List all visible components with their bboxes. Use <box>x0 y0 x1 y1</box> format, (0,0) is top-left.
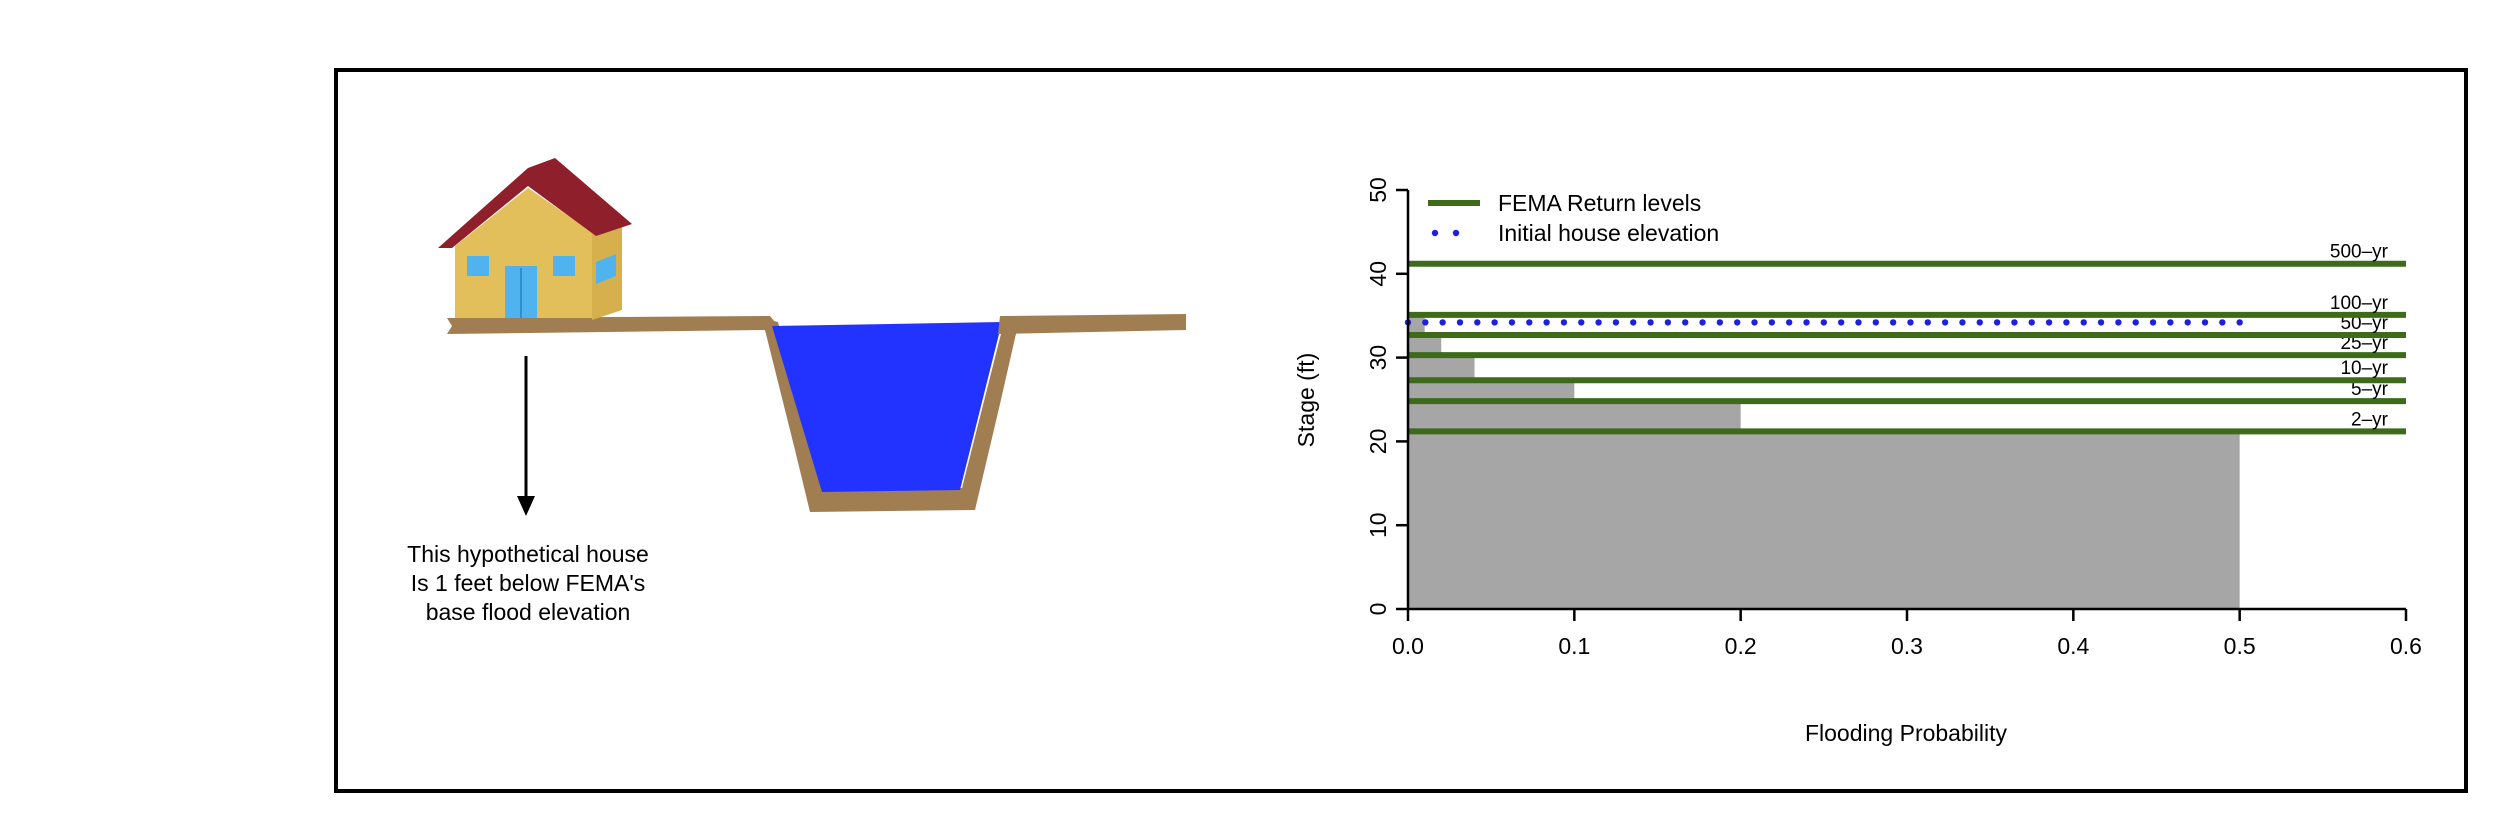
house-elevation-dot <box>1560 319 1568 326</box>
house-elevation-dot <box>2045 319 2053 326</box>
legend-house-dot <box>1452 229 1460 237</box>
figure-frame <box>334 68 2468 793</box>
x-axis-label: Flooding Probability <box>1805 720 2008 746</box>
caption-line-2: Is 1 feet below FEMA's <box>410 570 646 596</box>
house-elevation-dot <box>1907 319 1914 326</box>
return-level-label: 25–yr <box>2340 333 2388 354</box>
house-elevation-dot <box>1785 319 1793 326</box>
y-tick-label: 0 <box>1365 603 1391 616</box>
x-tick-label: 0.1 <box>1558 633 1590 659</box>
legend-return-level-label: FEMA Return levels <box>1498 190 1701 216</box>
house-elevation-dot <box>1439 319 1446 326</box>
house-elevation-dot <box>2167 319 2174 326</box>
house-icon <box>438 158 632 320</box>
house-elevation-dot <box>1924 319 1931 326</box>
house-elevation-dot <box>2097 319 2105 326</box>
legend: FEMA Return levels Initial house elevati… <box>1428 190 1719 246</box>
house-elevation-dot <box>1526 319 1533 326</box>
house-elevation-dot <box>1976 319 1983 326</box>
house-elevation-dot <box>1959 319 1966 326</box>
house-elevation-dot <box>1491 319 1498 326</box>
house-elevation-dot <box>2011 319 2018 326</box>
house-elevation-dot <box>1803 319 1810 326</box>
house-elevation-dot <box>1422 319 1429 326</box>
house-elevation-dot <box>1872 319 1880 326</box>
return-level-label: 5–yr <box>2351 379 2389 400</box>
house-elevation-dot <box>1820 319 1828 326</box>
x-tick-label: 0.4 <box>2057 633 2089 659</box>
house-elevation-dot <box>1751 319 1758 326</box>
house-elevation-dot <box>1855 319 1862 326</box>
return-level-label: 500–yr <box>2330 242 2389 263</box>
house-elevation-dot <box>1664 319 1672 326</box>
house-elevation-dot <box>1682 319 1689 326</box>
house-elevation-dot <box>1716 319 1724 326</box>
x-tick-label: 0.0 <box>1392 633 1424 659</box>
y-axis-label: Stage (ft) <box>1293 353 1319 448</box>
house-caption: This hypothetical house Is 1 feet below … <box>368 540 688 627</box>
house-elevation-dot <box>2219 319 2226 326</box>
return-level-label: 10–yr <box>2340 358 2388 379</box>
house-elevation-dot <box>1647 319 1654 326</box>
house-elevation-dot <box>1993 319 2001 326</box>
ground-left <box>447 316 775 334</box>
probability-bar <box>1408 314 1425 609</box>
house-elevation-dot <box>2063 319 2070 326</box>
house-elevation-dot <box>2028 319 2035 326</box>
legend-house-dot <box>1431 229 1439 237</box>
house-elevation-layer <box>1404 319 2243 326</box>
caption-line-3: base flood elevation <box>425 599 631 625</box>
return-level-label: 100–yr <box>2330 293 2389 314</box>
y-tick-label: 40 <box>1365 261 1391 287</box>
y-tick-label: 20 <box>1365 429 1391 455</box>
x-tick-label: 0.2 <box>1725 633 1757 659</box>
house-elevation-dot <box>1474 319 1481 326</box>
return-level-label: 50–yr <box>2340 313 2388 334</box>
house-elevation-dot <box>1543 319 1550 326</box>
caption-line-1: This hypothetical house <box>407 541 649 567</box>
house-elevation-dot <box>1578 319 1585 326</box>
house-elevation-dot <box>2080 319 2087 326</box>
y-tick-label: 30 <box>1365 345 1391 371</box>
house-elevation-dot <box>2115 319 2122 326</box>
house-elevation-dot <box>2149 319 2157 326</box>
house-elevation-dot <box>1595 319 1602 326</box>
y-tick-label: 10 <box>1365 512 1391 538</box>
house-elevation-dot <box>1837 319 1845 326</box>
ground-right <box>998 314 1186 334</box>
down-arrow-icon <box>517 356 535 516</box>
house-elevation-dot <box>2201 319 2209 326</box>
house-elevation-dot <box>1699 319 1706 326</box>
house-elevation-dot <box>1456 319 1464 326</box>
return-level-label: 2–yr <box>2351 409 2389 430</box>
house-elevation-dot <box>2236 319 2243 326</box>
house-elevation-dot <box>2132 319 2139 326</box>
legend-house-label: Initial house elevation <box>1498 220 1719 246</box>
house-elevation-dot <box>1941 319 1949 326</box>
axes-layer: 0.0 0.1 0.2 0.3 0.4 0.5 0.6 0 10 20 30 40 50 <box>1365 177 2422 659</box>
x-tick-label: 0.3 <box>1891 633 1923 659</box>
house-elevation-dot <box>1768 319 1776 326</box>
house-elevation-dot <box>1508 319 1516 326</box>
x-tick-label: 0.6 <box>2390 633 2422 659</box>
house-elevation-dot <box>1630 319 1637 326</box>
house-elevation-dot <box>1889 319 1897 326</box>
y-tick-label: 50 <box>1365 177 1391 203</box>
house-elevation-dot <box>1612 319 1620 326</box>
house-elevation-dot <box>2184 319 2191 326</box>
bars-layer <box>1408 314 2240 609</box>
water <box>772 322 1002 492</box>
house-elevation-dot <box>1734 319 1741 326</box>
x-tick-label: 0.5 <box>2224 633 2256 659</box>
